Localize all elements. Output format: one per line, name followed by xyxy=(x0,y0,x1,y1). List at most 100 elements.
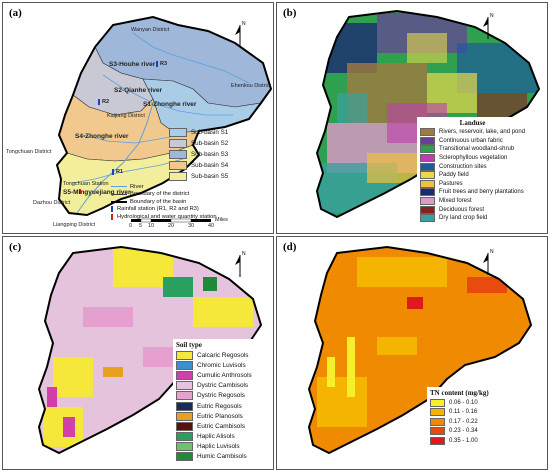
legend-label: Calcaric Regosols xyxy=(197,351,249,359)
legend-swatch xyxy=(420,197,435,206)
place-tongchuan: Tongchuan District xyxy=(6,149,52,155)
scale-tick: 5 xyxy=(139,223,143,229)
district-boundary-line-icon xyxy=(111,193,127,195)
legend-a-boundaries: River Boundary of the district Boundary … xyxy=(111,183,217,221)
legend-label: River xyxy=(130,183,144,190)
legend-swatch-s3 xyxy=(169,150,187,159)
legend-title: Soil type xyxy=(176,341,202,349)
legend-swatch-s2 xyxy=(169,139,187,148)
legend-label: Construction sites xyxy=(439,163,487,170)
legend-swatch xyxy=(176,421,193,431)
legend-label: Chromic Luvisols xyxy=(197,361,246,369)
scale-unit: Miles xyxy=(215,217,228,223)
map-a-basin xyxy=(55,15,273,217)
place-tongchuan-station: Tongchuan Station xyxy=(63,181,109,187)
legend-title: TN content (mg/kg) xyxy=(430,389,489,397)
rainfall-station-icon xyxy=(111,206,113,213)
panel-d-label: (d) xyxy=(283,241,297,253)
legend-label: Fruit trees and berry plantations xyxy=(439,189,524,196)
hydrological-station-icon xyxy=(111,213,113,220)
legend-label: Cumulic Anthrosols xyxy=(197,371,252,379)
legend-row: Sub-basin S5 xyxy=(169,171,228,182)
legend-row: 0.06 - 0.10 xyxy=(430,398,489,408)
legend-b-landuse: Landuse Rivers, reservoir, lake, and pon… xyxy=(417,117,529,225)
legend-swatch xyxy=(420,162,435,171)
north-arrow-icon: N xyxy=(233,251,247,279)
basin-boundary-line-icon xyxy=(111,200,127,203)
panel-a-label: (a) xyxy=(9,7,22,19)
legend-label: 0.11 - 0.16 xyxy=(449,409,478,416)
map-d-tn-content xyxy=(307,245,533,455)
legend-row: Humic Cambisols xyxy=(176,452,252,462)
panel-c: (c) N Soil type Calcaric Regosols Chromi… xyxy=(2,236,274,470)
legend-label: Rainfall station (R1, R2 and R3) xyxy=(117,206,199,213)
legend-label: Mixed forest xyxy=(439,198,472,205)
legend-row: Eutric Regosols xyxy=(176,401,252,411)
legend-row: Eutric Planosols xyxy=(176,411,252,421)
legend-label: Sub-basin S4 xyxy=(191,162,229,169)
legend-swatch xyxy=(420,205,435,214)
legend-swatch xyxy=(176,442,193,452)
legend-swatch-s4 xyxy=(169,161,187,170)
legend-label: Continuous urban fabric xyxy=(439,137,503,144)
place-ehenkou: Ehenkou District xyxy=(231,83,272,89)
rainfall-station-r3 xyxy=(156,61,158,67)
scale-tick: 40 xyxy=(208,223,215,229)
legend-row: 0.17 - 0.22 xyxy=(430,417,489,427)
north-label: N xyxy=(242,251,246,257)
panel-a: (a) N Wanyan District Ehenkou District K… xyxy=(2,2,274,234)
river-line-icon xyxy=(111,186,127,188)
legend-swatch xyxy=(420,145,435,154)
station-label-r1: R1 xyxy=(116,169,124,175)
legend-label: Eutric Planosols xyxy=(197,412,243,420)
legend-swatch xyxy=(176,360,193,370)
legend-row: Boundary of the basin xyxy=(111,198,217,206)
north-label: N xyxy=(490,13,494,19)
legend-title: Landuse xyxy=(459,119,486,127)
legend-row: Fruit trees and berry plantations xyxy=(420,188,525,197)
north-label: N xyxy=(490,249,494,255)
legend-label: Dry land crop field xyxy=(439,215,488,222)
place-wanyan: Wanyan District xyxy=(131,27,170,33)
legend-label: Eutric Cambisols xyxy=(197,422,245,430)
legend-row: 0.35 - 1.00 xyxy=(430,436,489,446)
station-label-r2: R2 xyxy=(102,99,110,105)
legend-swatch xyxy=(176,391,193,401)
river-s4: S4-Zhonghe river xyxy=(75,133,129,140)
panel-b: (b) N Landuse Rivers, reservoir, lake, a… xyxy=(276,2,548,234)
legend-swatch xyxy=(430,436,445,445)
legend-swatch-s1 xyxy=(169,128,187,137)
legend-row: River xyxy=(111,183,217,191)
legend-swatch xyxy=(176,432,193,442)
legend-label: 0.23 - 0.34 xyxy=(449,428,478,435)
legend-swatch xyxy=(430,427,445,436)
legend-row: Rivers, reservoir, lake, and pond xyxy=(420,128,525,137)
legend-swatch-s5 xyxy=(169,172,187,181)
legend-label: Rivers, reservoir, lake, and pond xyxy=(439,129,526,136)
legend-label: Transitional woodland-shrub xyxy=(439,146,515,153)
legend-row: Pastures xyxy=(420,179,525,189)
legend-row: Calcaric Regosols xyxy=(176,350,252,360)
panel-b-label: (b) xyxy=(283,7,297,19)
legend-swatch xyxy=(176,370,193,380)
legend-label: Sub-basin S1 xyxy=(191,129,229,136)
legend-swatch xyxy=(420,136,435,145)
legend-row: Dystric Cambisols xyxy=(176,381,252,391)
legend-label: Paddy field xyxy=(439,172,469,179)
legend-row: Deciduous forest xyxy=(420,205,525,214)
legend-swatch xyxy=(176,411,193,421)
legend-d-tn: TN content (mg/kg) 0.06 - 0.10 0.11 - 0.… xyxy=(427,387,492,448)
legend-label: Haplic Alisols xyxy=(197,433,235,441)
scale-bar: 0 5 10 20 30 40 Miles xyxy=(129,217,249,232)
legend-row: Construction sites xyxy=(420,162,525,171)
river-s1: S1-Zhonghe river xyxy=(143,101,197,108)
legend-label: Sub-basin S5 xyxy=(191,173,229,180)
legend-row: Chromic Luvisols xyxy=(176,360,252,370)
legend-row: Dry land crop field xyxy=(420,214,525,223)
legend-label: 0.06 - 0.10 xyxy=(449,399,478,406)
station-label-r3: R3 xyxy=(160,61,168,67)
river-s5: S5-Mingyuejiang river xyxy=(63,189,131,196)
place-dazhou: Dazhou District xyxy=(33,200,71,206)
scale-tick: 30 xyxy=(188,223,195,229)
legend-c-soil: Soil type Calcaric Regosols Chromic Luvi… xyxy=(173,339,255,465)
